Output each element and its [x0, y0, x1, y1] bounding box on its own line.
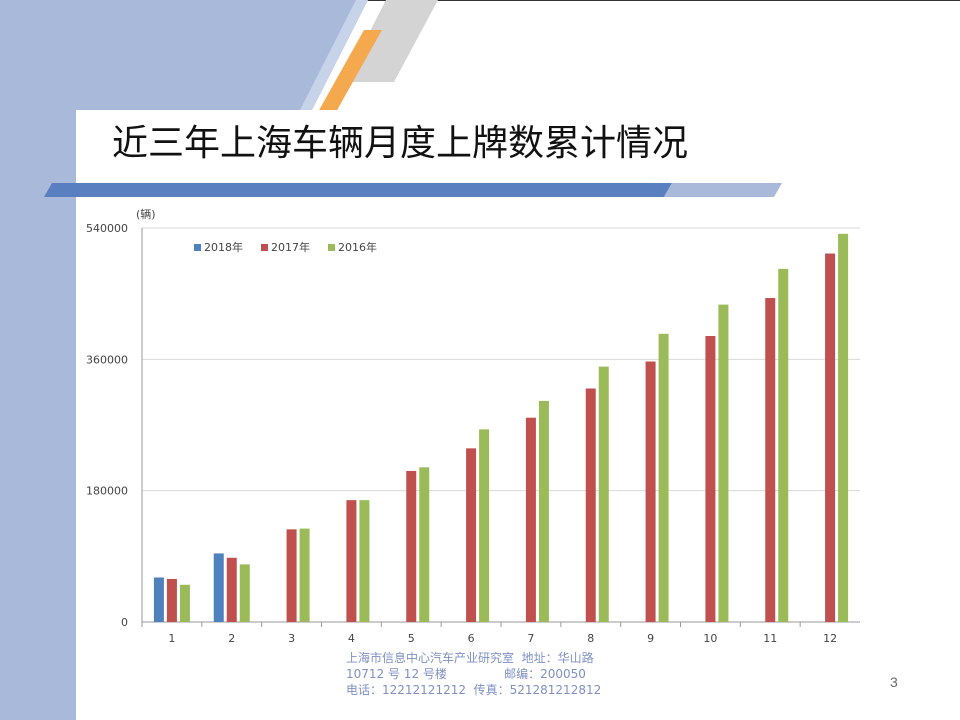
page-title: 近三年上海车辆月度上牌数累计情况	[112, 123, 689, 164]
bar	[705, 335, 716, 622]
legend-swatch	[261, 244, 268, 251]
legend-swatch	[328, 244, 335, 251]
bar	[718, 304, 729, 622]
x-tick-label: 8	[587, 632, 594, 645]
bar	[538, 400, 549, 622]
legend-label: 2016年	[338, 240, 377, 254]
left-band	[0, 0, 76, 720]
page-number: 3	[890, 674, 898, 690]
bar	[213, 553, 224, 622]
x-tick-label: 9	[647, 632, 654, 645]
bar	[765, 298, 776, 622]
bar	[346, 500, 357, 622]
x-tick-label: 1	[168, 632, 175, 645]
bar	[299, 528, 310, 622]
x-tick-label: 5	[408, 632, 415, 645]
x-tick-label: 10	[703, 632, 717, 645]
bar	[825, 253, 836, 622]
bar	[419, 467, 430, 622]
footer-line-2: 10712 号 12 号楼 邮编：200050	[346, 667, 586, 681]
x-tick-label: 2	[228, 632, 235, 645]
content-card	[76, 110, 960, 720]
panel-edge	[300, 0, 368, 110]
bar	[406, 470, 417, 622]
y-tick-label: 0	[121, 616, 128, 629]
bar	[778, 268, 789, 622]
legend: 2018年 2017年 2016年	[194, 240, 377, 254]
orange-stripe	[318, 30, 382, 112]
bar	[166, 578, 177, 622]
title-divider-dark	[44, 183, 672, 197]
y-tick-label: 180000	[86, 485, 128, 498]
bar	[838, 233, 849, 622]
y-axis: 0 180000 360000 540000	[86, 222, 128, 629]
x-tick-label: 3	[288, 632, 295, 645]
grey-stripe	[344, 0, 438, 82]
bar	[598, 366, 609, 622]
footer-line-1: 上海市信息中心汽车产业研究室 地址：华山路	[346, 651, 594, 665]
x-tick-label: 4	[348, 632, 355, 645]
bar	[479, 429, 490, 622]
bar	[645, 361, 656, 622]
bar	[466, 448, 477, 622]
unit-label: (辆)	[136, 207, 156, 221]
y-tick-label: 360000	[86, 353, 128, 366]
bar	[286, 529, 297, 622]
bar	[525, 417, 536, 622]
x-axis: 1 2 3 4 5 6 7 8 9 10 11 12	[141, 622, 837, 645]
x-tick-label: 6	[468, 632, 475, 645]
top-left-panel	[0, 0, 368, 110]
legend-label: 2017年	[271, 240, 310, 254]
bar	[239, 564, 250, 622]
bar	[658, 333, 669, 622]
x-tick-label: 11	[763, 632, 777, 645]
y-tick-label: 540000	[86, 222, 128, 235]
bar	[226, 557, 237, 622]
footer-info: 上海市信息中心汽车产业研究室 地址：华山路 10712 号 12 号楼 邮编：2…	[346, 650, 646, 698]
x-tick-label: 7	[527, 632, 534, 645]
title-divider-light	[664, 183, 782, 197]
bar	[359, 500, 370, 622]
bar	[153, 577, 164, 622]
x-tick-label: 12	[823, 632, 837, 645]
bars	[153, 233, 849, 622]
footer-line-3: 电话：12212121212 传真：521281212812	[346, 683, 602, 697]
bar	[179, 584, 190, 622]
bar	[585, 388, 596, 622]
legend-label: 2018年	[204, 240, 243, 254]
legend-swatch	[194, 244, 201, 251]
